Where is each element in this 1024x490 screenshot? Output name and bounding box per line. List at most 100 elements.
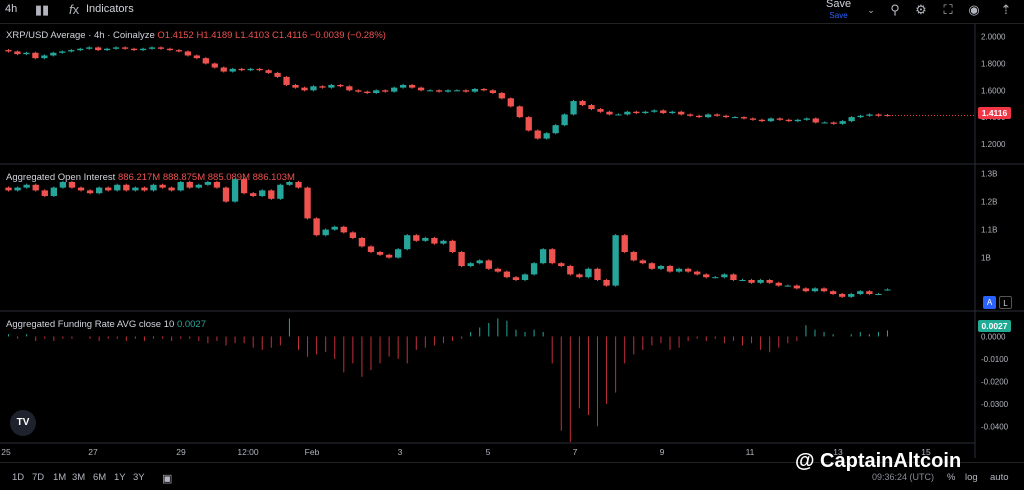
candle-body [694, 271, 701, 275]
candle-body [739, 280, 746, 281]
price-badge: 1.4116 [978, 107, 1011, 119]
candle-body [295, 182, 302, 188]
symbol-label: XRP/USD Average · 4h · Coinalyze [6, 30, 155, 41]
save-label: Save [826, 0, 852, 10]
candle-body [150, 184, 157, 191]
range-1m[interactable]: 1M [53, 472, 67, 483]
indicators-button[interactable]: Indicators [86, 3, 134, 15]
ohlc-high: H1.4189 [196, 30, 233, 41]
log-scale-button[interactable]: L [999, 296, 1012, 309]
candle-body [139, 48, 147, 51]
candle-body [422, 238, 429, 241]
candle-body [195, 184, 202, 188]
candle-body [41, 190, 48, 196]
candle-body [322, 229, 329, 236]
candle-body [367, 246, 375, 252]
candle-body [585, 268, 592, 278]
candle-body [507, 98, 514, 107]
top-toolbar: 4h ▮▮ fx Indicators Save Save ⌄ ⚲ ⚙ ⛶ ◉ … [0, 0, 1024, 24]
candle-body [114, 184, 121, 191]
x-tick-label: 15 [921, 447, 931, 457]
candle-body [277, 184, 284, 199]
candle-body [435, 90, 443, 92]
log-toggle[interactable]: log [965, 472, 978, 483]
x-tick-label: 27 [88, 447, 98, 457]
candle-body [292, 84, 299, 88]
range-6m[interactable]: 6M [93, 472, 107, 483]
x-tick-label: 3 [398, 447, 403, 457]
candle-body [703, 274, 710, 278]
auto-toggle[interactable]: auto [990, 472, 1009, 483]
camera-icon[interactable]: ◉ [968, 2, 980, 17]
candle-body [696, 115, 703, 118]
candle-body [313, 218, 320, 236]
candle-body [256, 68, 263, 71]
percent-toggle[interactable]: % [947, 472, 956, 483]
candle-body [382, 90, 389, 92]
candle-body [838, 294, 846, 297]
fx-icon[interactable]: fx [68, 2, 80, 17]
candle-body [337, 84, 344, 87]
calendar-icon[interactable]: ▣ [162, 473, 173, 485]
candle-body [794, 119, 801, 122]
candle-body [866, 291, 873, 294]
auto-scale-button[interactable]: A [983, 296, 996, 309]
fullscreen-icon[interactable]: ⛶ [943, 2, 953, 17]
publish-icon[interactable]: ⇡ [1000, 2, 1012, 17]
x-tick-label: 29 [176, 447, 186, 457]
candle-body [32, 184, 39, 191]
y-tick-label: 1.6000 [981, 86, 1006, 95]
candle-body [875, 114, 882, 116]
candle-body [669, 111, 676, 114]
candle-body [14, 51, 21, 55]
candle-body [95, 187, 103, 194]
candle-body [767, 118, 775, 122]
tradingview-logo: TV [10, 410, 36, 436]
candle-body [758, 119, 766, 122]
candle-body [757, 280, 764, 283]
candle-body [310, 86, 317, 91]
candle-body [77, 187, 85, 191]
ohlc-open: O1.4152 [157, 30, 194, 41]
range-3m[interactable]: 3M [72, 472, 86, 483]
candle-body [213, 182, 221, 188]
candle-body [579, 101, 586, 106]
chevron-down-icon[interactable]: ⌄ [867, 5, 875, 15]
interval-selector[interactable]: 4h [5, 3, 18, 15]
y-tick-label: 2.0000 [981, 33, 1006, 42]
candle-body [803, 118, 810, 120]
range-1d[interactable]: 1D [12, 472, 25, 483]
candle-body [820, 288, 828, 292]
candle-body [594, 268, 601, 280]
range-1y[interactable]: 1Y [114, 472, 126, 483]
chart-canvas[interactable]: 2.00001.80001.60001.40001.20001.3B1.2B1.… [0, 24, 1024, 458]
range-7d[interactable]: 7D [32, 472, 45, 483]
candle-body [721, 274, 728, 278]
candle-body [157, 47, 165, 49]
candle-body [597, 109, 604, 112]
candle-body [404, 235, 411, 250]
candle-body [247, 68, 254, 71]
settings-gear-icon[interactable]: ⚙ [915, 2, 927, 17]
save-button[interactable]: Save Save [826, 0, 851, 21]
x-tick-label: 5 [486, 447, 491, 457]
pane-price-title: XRP/USD Average · 4h · Coinalyze O1.4152… [6, 30, 386, 41]
funding-badge: 0.0027 [978, 320, 1011, 332]
candle-body [41, 55, 48, 59]
candles-icon[interactable]: ▮▮ [34, 2, 50, 17]
x-tick-label: 25 [1, 447, 11, 457]
utc-clock: 09:36:24 (UTC) [872, 472, 935, 482]
candle-body [259, 190, 266, 196]
quick-search-icon[interactable]: ⚲ [890, 2, 900, 17]
candle-body [621, 235, 628, 252]
candle-body [480, 88, 488, 91]
candle-body [112, 47, 120, 49]
pane-funding-title: Aggregated Funding Rate AVG close 10 0.0… [6, 319, 206, 330]
candle-body [202, 58, 209, 64]
candle-body [857, 291, 864, 294]
candle-body [231, 179, 239, 202]
candle-body [193, 55, 200, 59]
candle-body [713, 114, 721, 116]
range-3y[interactable]: 3Y [133, 472, 145, 483]
candle-body [413, 235, 420, 241]
